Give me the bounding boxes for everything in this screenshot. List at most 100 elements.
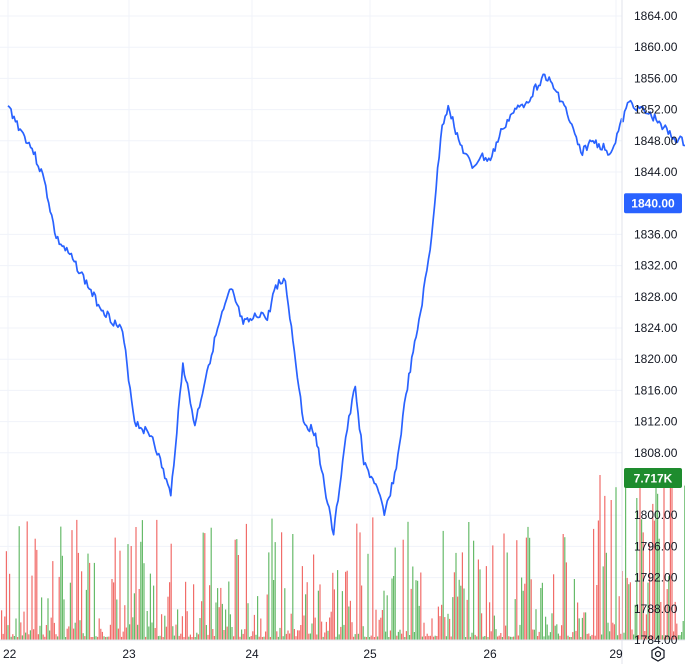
- volume-bar: [202, 532, 204, 640]
- volume-bar: [495, 629, 497, 640]
- volume-bar: [89, 562, 91, 640]
- volume-bar: [602, 566, 604, 640]
- volume-bar: [255, 634, 257, 640]
- volume-bar: [377, 636, 379, 640]
- price-tick-label: 1824.00: [634, 321, 678, 335]
- volume-bar: [271, 518, 273, 640]
- volume-bar: [634, 604, 636, 640]
- volume-bar: [460, 585, 462, 640]
- volume-bar: [225, 609, 227, 640]
- volume-bar: [450, 636, 452, 640]
- volume-bar: [274, 542, 276, 640]
- price-tick-label: 1836.00: [634, 227, 678, 241]
- volume-bar: [172, 626, 174, 640]
- volume-bar: [66, 628, 68, 640]
- volume-bar: [173, 635, 175, 640]
- price-tick-label: 1820.00: [634, 352, 678, 366]
- volume-bar: [79, 620, 81, 640]
- volume-bar: [396, 635, 398, 640]
- volume-bar: [332, 572, 334, 640]
- price-tick-label: 1852.00: [634, 103, 678, 117]
- volume-bar: [367, 553, 369, 640]
- time-axis[interactable]: 22 23 24 25 26 29: [3, 647, 623, 661]
- volume-bar: [527, 526, 529, 640]
- volume-bar: [389, 630, 391, 640]
- price-tick-label: 1832.00: [634, 259, 678, 273]
- volume-bar: [399, 629, 401, 640]
- volume-bar: [50, 617, 52, 640]
- volume-bar: [220, 587, 222, 640]
- volume-bar: [420, 572, 422, 640]
- price-badges: 1840.00 7.717K: [624, 193, 682, 488]
- volume-bar: [68, 626, 70, 640]
- volume-bar: [348, 606, 350, 640]
- volume-bar: [167, 596, 169, 640]
- volume-bar: [556, 624, 558, 640]
- volume-bar: [132, 617, 134, 640]
- volume-bar: [53, 622, 55, 640]
- volume-bar: [199, 618, 201, 640]
- volume-bar: [234, 539, 236, 640]
- volume-bar: [385, 631, 387, 640]
- volume-bar: [421, 636, 423, 640]
- volume-bar: [221, 603, 223, 640]
- volume-bar: [665, 635, 667, 640]
- volume-bar: [668, 576, 670, 640]
- volume-bar: [511, 636, 513, 640]
- volume-bar: [586, 633, 588, 640]
- volume-bar: [213, 636, 215, 640]
- volume-bar: [508, 636, 510, 640]
- volume-bar: [343, 624, 345, 640]
- volume-bar: [226, 626, 228, 640]
- price-axis[interactable]: 1864.00 1860.00 1856.00 1852.00 1848.00 1844.…: [634, 9, 678, 647]
- volume-bar: [12, 634, 14, 640]
- volume-bar: [330, 611, 332, 640]
- volume-bar: [548, 635, 550, 640]
- volume-bar: [437, 606, 439, 640]
- volume-bar: [37, 634, 39, 640]
- volume-bar: [92, 637, 94, 640]
- volume-bar: [647, 582, 649, 640]
- time-tick-label: 29: [609, 647, 623, 661]
- volume-bar: [183, 637, 185, 640]
- volume-bar: [428, 635, 430, 640]
- volume-bar: [109, 624, 111, 640]
- chart-settings-button[interactable]: [651, 646, 665, 662]
- volume-bar: [669, 475, 671, 640]
- volume-bar: [101, 631, 103, 640]
- volume-bar: [153, 585, 155, 640]
- volume-bar: [453, 572, 455, 640]
- volume-bar: [15, 618, 17, 640]
- volume-bar: [130, 546, 132, 640]
- volume-bar: [261, 637, 263, 640]
- volume-bar: [289, 633, 291, 640]
- volume-bar: [649, 543, 651, 640]
- volume-bar: [351, 622, 353, 640]
- volume-bar: [461, 552, 463, 640]
- volume-bar: [378, 619, 380, 640]
- volume-bar: [466, 599, 468, 640]
- volume-bar: [479, 569, 481, 640]
- volume-bar: [151, 622, 153, 640]
- volume-bar: [417, 580, 419, 640]
- volume-bar: [52, 561, 54, 640]
- volume-bar: [154, 628, 156, 640]
- price-tick-label: 1828.00: [634, 290, 678, 304]
- volume-bar: [215, 602, 217, 640]
- volume-bar: [554, 625, 556, 640]
- volume-bar: [364, 636, 366, 640]
- volume-bar: [561, 625, 563, 640]
- volume-bar: [597, 520, 599, 640]
- volume-bar: [61, 555, 63, 640]
- volume-bar: [122, 631, 124, 640]
- price-tick-label: 1800.00: [634, 508, 678, 522]
- volume-bar: [36, 549, 38, 640]
- gear-icon: [651, 646, 665, 662]
- volume-bar: [500, 633, 502, 640]
- volume-bar: [133, 593, 135, 640]
- volume-bar: [84, 636, 86, 640]
- volume-bar: [612, 622, 614, 640]
- price-tick-label: 1816.00: [634, 383, 678, 397]
- volume-bar: [394, 547, 396, 640]
